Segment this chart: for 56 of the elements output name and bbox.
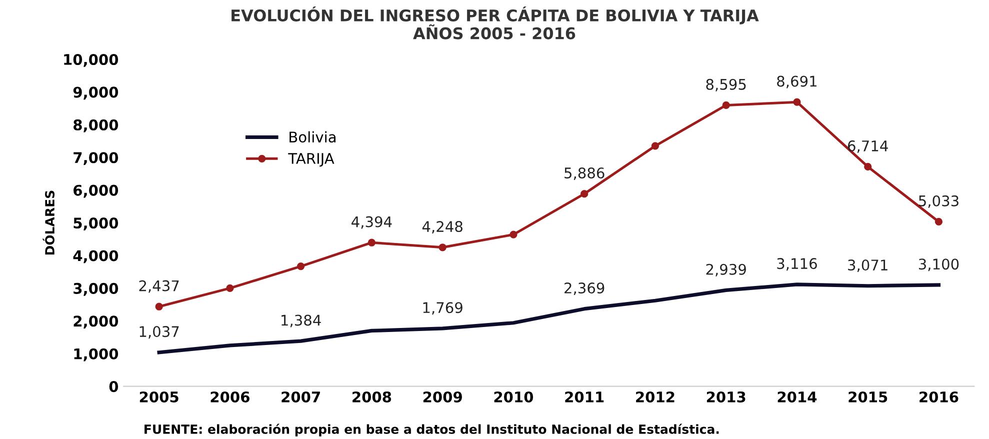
x-tick-label: 2008 <box>352 391 392 402</box>
chart-title: EVOLUCIÓN DEL INGRESO PER CÁPITA DE BOLIVIA Y TARIJA AÑOS 2005 - 2016 <box>232 6 759 40</box>
point <box>297 262 305 270</box>
point <box>580 190 588 198</box>
data-label: 1,037 <box>140 326 179 339</box>
x-tick-label: 2014 <box>778 391 817 402</box>
data-label: 3,071 <box>848 260 888 272</box>
data-label: 2,437 <box>139 280 179 293</box>
y-tick-label: 5,000 <box>74 218 118 230</box>
legend-label: Bolivia <box>290 131 336 143</box>
data-label: 1,769 <box>423 302 462 315</box>
y-tick-label: 2,000 <box>74 316 118 329</box>
point <box>722 101 730 110</box>
data-label: 5,886 <box>564 167 604 180</box>
y-tick-label: 3,000 <box>74 282 118 296</box>
y-axis-title: DÓLARES <box>42 190 55 255</box>
x-tick-label: 2012 <box>636 391 674 402</box>
data-label: 2,939 <box>706 264 746 276</box>
source-note: FUENTE: elaboración propia en base a datos del Instituto Nacional de Estadística. <box>144 424 719 436</box>
data-label: 5,033 <box>918 195 958 208</box>
point <box>368 238 376 246</box>
data-label: 3,116 <box>777 258 817 271</box>
data-label: 8,691 <box>777 76 816 88</box>
point <box>226 284 234 292</box>
y-tick-label: 9,000 <box>73 86 118 100</box>
point <box>651 142 660 150</box>
y-tick-label: 6,000 <box>74 184 118 198</box>
data-label: 1,384 <box>282 314 321 328</box>
x-tick-label: 2006 <box>210 391 250 402</box>
point <box>864 162 872 171</box>
x-tick-label: 2013 <box>706 391 746 402</box>
point <box>510 230 518 238</box>
data-label: 4,248 <box>422 221 462 234</box>
y-tick-label: 10,000 <box>64 54 118 67</box>
y-tick-label: 4,000 <box>73 250 118 264</box>
x-tick-label: 2016 <box>920 391 958 402</box>
data-label: 8,595 <box>706 78 746 92</box>
point <box>155 302 163 310</box>
y-tick-label: 1,000 <box>74 348 118 362</box>
y-tick-label: 0 <box>109 381 118 392</box>
point <box>934 218 943 226</box>
legend-label: TARIJA <box>288 153 334 167</box>
y-tick-label: 8,000 <box>74 119 118 132</box>
x-tick-label: 2010 <box>494 391 534 402</box>
x-tick-label: 2011 <box>565 391 604 402</box>
data-label: 3,100 <box>918 258 959 272</box>
data-label: 4,394 <box>352 216 392 229</box>
x-tick-label: 2005 <box>140 391 178 402</box>
x-tick-label: 2007 <box>282 391 320 402</box>
data-label: 2,369 <box>564 282 604 296</box>
x-tick-label: 2009 <box>423 391 462 402</box>
data-label: 6,714 <box>848 140 888 153</box>
y-tick-label: 7,000 <box>74 152 118 165</box>
point <box>438 244 446 252</box>
x-tick-label: 2015 <box>848 391 888 402</box>
point <box>793 98 801 106</box>
